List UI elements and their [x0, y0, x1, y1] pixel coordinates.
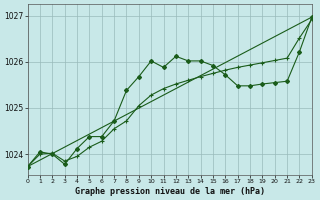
X-axis label: Graphe pression niveau de la mer (hPa): Graphe pression niveau de la mer (hPa) — [75, 187, 265, 196]
